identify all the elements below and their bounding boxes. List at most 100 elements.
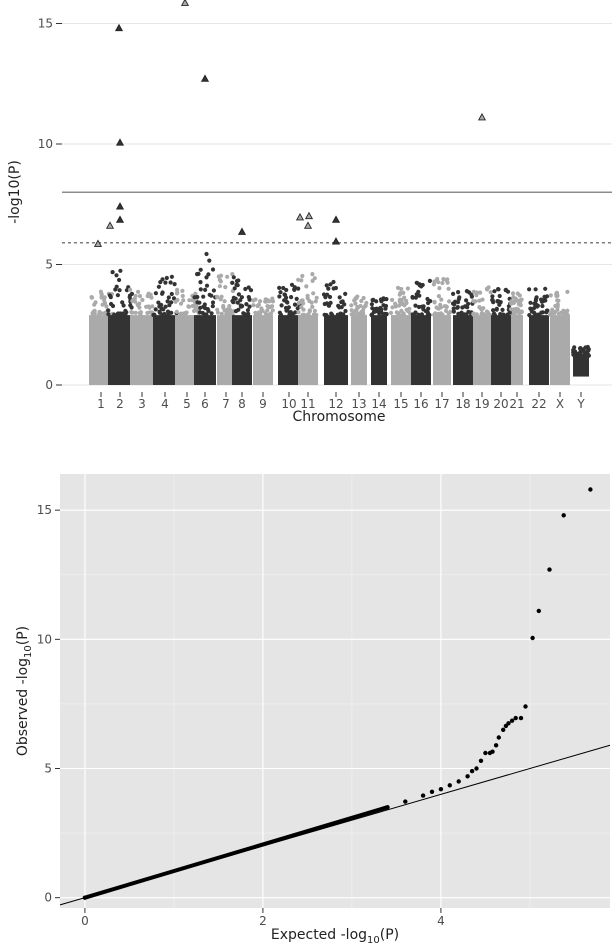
manhattan-point — [102, 301, 108, 306]
manhattan-point — [267, 299, 272, 304]
manhattan-point — [123, 308, 128, 313]
manhattan-point — [496, 299, 501, 304]
qq-x-axis-title-subscript: 10 — [367, 935, 380, 946]
manhattan-hit-chr-6 — [200, 74, 210, 82]
manhattan-point — [357, 312, 362, 317]
manhattan-point — [165, 299, 170, 304]
manhattan-point — [329, 311, 334, 316]
manhattan-point — [405, 286, 410, 291]
manhattan-point — [202, 302, 207, 307]
manhattan-point — [181, 298, 186, 303]
manhattan-point — [269, 311, 274, 316]
manhattan-point — [562, 312, 568, 318]
manhattan-point — [433, 312, 438, 317]
manhattan-point — [370, 298, 375, 303]
manhattan-point — [231, 275, 236, 280]
manhattan-point — [106, 308, 111, 313]
manhattan-point — [307, 308, 312, 313]
manhattan-y-axis-title: -log10(P) — [7, 160, 23, 224]
manhattan-point — [277, 294, 282, 299]
qq-point — [403, 799, 408, 804]
manhattan-point — [244, 302, 249, 307]
manhattan-band-chr-X — [550, 315, 570, 385]
manhattan-point — [192, 308, 197, 314]
manhattan-point — [479, 311, 484, 316]
manhattan-point — [324, 283, 329, 288]
manhattan-point — [371, 309, 377, 314]
manhattan-point — [343, 291, 348, 296]
manhattan-point — [198, 287, 203, 292]
qq-y-tick-label: 10 — [37, 632, 52, 646]
manhattan-point — [528, 300, 533, 305]
manhattan-point — [501, 312, 506, 317]
manhattan-hit-chr-12 — [331, 215, 341, 223]
manhattan-point — [578, 346, 583, 351]
qq-point — [501, 727, 506, 732]
manhattan-point — [163, 280, 168, 285]
manhattan-point — [289, 282, 295, 287]
manhattan-point — [435, 276, 440, 282]
manhattan-point — [215, 295, 220, 300]
qq-y-axis-title-main: Observed -log — [15, 658, 31, 756]
manhattan-point — [390, 305, 395, 310]
manhattan-point — [444, 277, 449, 283]
manhattan-point — [384, 312, 389, 317]
manhattan-point — [527, 287, 532, 292]
manhattan-point — [427, 278, 432, 283]
manhattan-point — [197, 310, 202, 315]
manhattan-point — [533, 304, 538, 309]
manhattan-point — [486, 285, 491, 290]
manhattan-point — [529, 309, 534, 314]
manhattan-point — [169, 274, 174, 279]
manhattan-point — [393, 301, 398, 306]
manhattan-point — [102, 295, 107, 300]
qq-grid — [60, 474, 610, 908]
chromosome-label-1: 1 — [97, 397, 105, 411]
manhattan-band-chr-6 — [194, 315, 216, 385]
qq-point — [490, 749, 495, 754]
manhattan-point — [270, 308, 275, 313]
manhattan-threshold-lines — [62, 191, 612, 244]
manhattan-point — [270, 304, 275, 309]
manhattan-point — [92, 302, 97, 307]
manhattan-point — [221, 305, 226, 310]
manhattan-point — [227, 304, 232, 309]
manhattan-point — [296, 300, 301, 306]
manhattan-point — [258, 299, 263, 304]
manhattan-point — [390, 297, 395, 303]
manhattan-point — [289, 295, 294, 300]
manhattan-band-chr-16 — [411, 315, 431, 385]
manhattan-point — [322, 312, 327, 317]
manhattan-point — [118, 268, 123, 273]
manhattan-point — [331, 279, 336, 285]
manhattan-point — [307, 298, 312, 304]
manhattan-point — [457, 295, 462, 300]
manhattan-point — [413, 303, 418, 308]
manhattan-point — [456, 311, 461, 316]
manhattan-point — [204, 275, 209, 280]
manhattan-point — [284, 287, 289, 293]
manhattan-point — [397, 292, 402, 297]
manhattan-background-points — [89, 251, 592, 385]
manhattan-point — [233, 296, 238, 301]
qq-point — [547, 567, 552, 572]
manhattan-band-chr-10 — [278, 315, 300, 385]
qq-y-tick-label: 15 — [37, 503, 52, 517]
manhattan-point — [110, 270, 115, 275]
manhattan-point — [426, 300, 431, 306]
manhattan-point — [586, 348, 591, 353]
manhattan-point — [404, 307, 409, 312]
manhattan-point — [545, 308, 550, 313]
manhattan-point — [301, 307, 306, 312]
manhattan-point — [358, 303, 363, 309]
manhattan-band-chr-12 — [324, 315, 348, 385]
manhattan-point — [153, 307, 158, 312]
manhattan-point — [225, 274, 230, 279]
manhattan-point — [471, 312, 476, 317]
manhattan-point — [186, 304, 191, 309]
manhattan-point — [464, 298, 469, 303]
manhattan-point — [312, 308, 317, 313]
manhattan-point — [204, 312, 209, 317]
manhattan-point — [219, 311, 224, 316]
manhattan-point — [306, 312, 311, 317]
